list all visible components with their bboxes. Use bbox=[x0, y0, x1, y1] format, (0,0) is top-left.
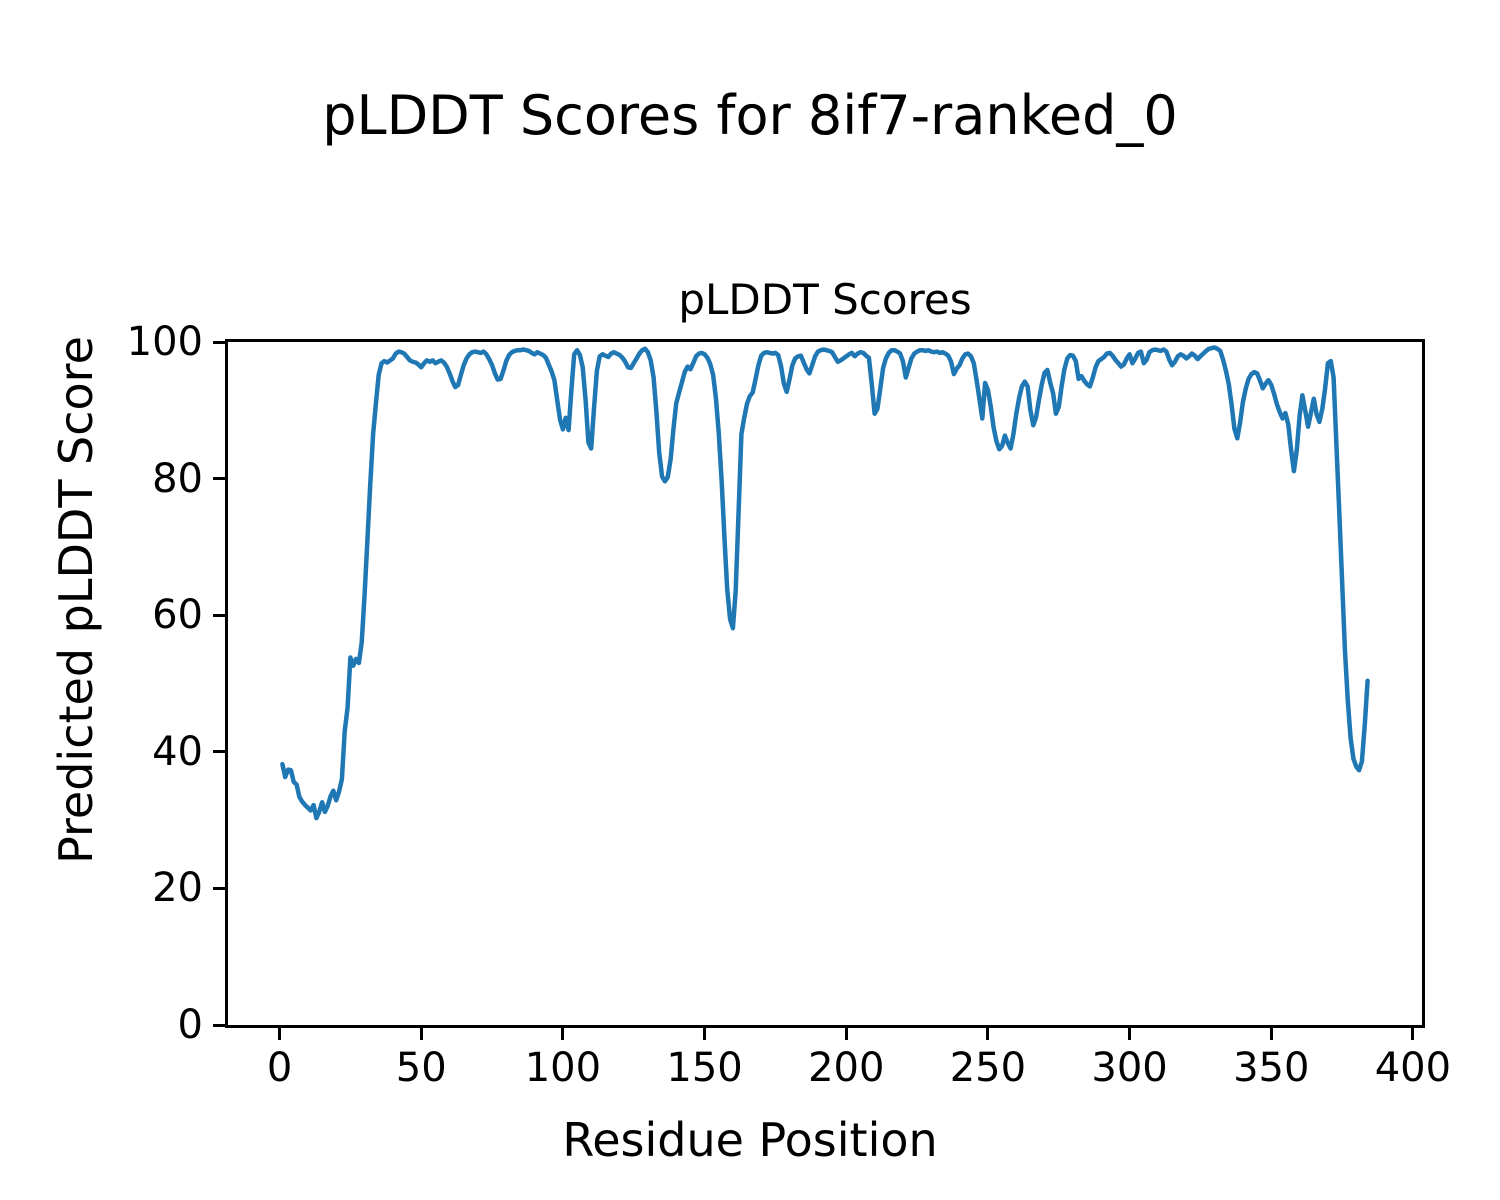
x-tick-mark bbox=[1128, 1028, 1132, 1040]
y-tick-label: 100 bbox=[126, 319, 203, 365]
y-tick-label: 40 bbox=[152, 728, 203, 775]
y-tick-mark bbox=[213, 477, 225, 481]
y-tick-mark bbox=[213, 750, 225, 754]
x-tick-mark bbox=[703, 1028, 707, 1040]
y-tick-label: 60 bbox=[152, 592, 203, 639]
y-tick-label: 0 bbox=[177, 1002, 203, 1048]
plot-area bbox=[225, 339, 1425, 1028]
x-tick-label: 350 bbox=[1233, 1045, 1310, 1091]
x-tick-label: 100 bbox=[524, 1045, 602, 1091]
y-tick-mark bbox=[213, 613, 225, 617]
x-tick-mark bbox=[278, 1028, 282, 1040]
x-tick-mark bbox=[561, 1028, 565, 1040]
x-axis-label: Residue Position bbox=[562, 1113, 938, 1167]
x-tick-mark bbox=[844, 1028, 848, 1040]
x-tick-label: 250 bbox=[949, 1045, 1027, 1091]
x-tick-mark bbox=[419, 1028, 423, 1040]
x-tick-mark bbox=[986, 1028, 990, 1040]
x-tick-label: 0 bbox=[266, 1045, 293, 1091]
plddt-line bbox=[280, 345, 1370, 821]
x-tick-label: 200 bbox=[808, 1045, 885, 1091]
figure-title: pLDDT Scores for 8if7-ranked_0 bbox=[322, 84, 1178, 147]
x-tick-label: 50 bbox=[395, 1045, 447, 1091]
x-tick-mark bbox=[1411, 1028, 1415, 1040]
y-tick-label: 80 bbox=[152, 455, 203, 502]
x-tick-mark bbox=[1269, 1028, 1273, 1040]
x-tick-label: 400 bbox=[1374, 1045, 1452, 1091]
y-tick-mark bbox=[213, 340, 225, 344]
y-tick-mark bbox=[213, 1023, 225, 1027]
y-tick-label: 20 bbox=[152, 865, 203, 912]
line-chart-canvas bbox=[280, 345, 1370, 821]
axes-title: pLDDT Scores bbox=[678, 275, 972, 324]
x-tick-label: 150 bbox=[666, 1045, 743, 1091]
y-tick-mark bbox=[213, 886, 225, 890]
x-tick-label: 300 bbox=[1091, 1045, 1168, 1091]
